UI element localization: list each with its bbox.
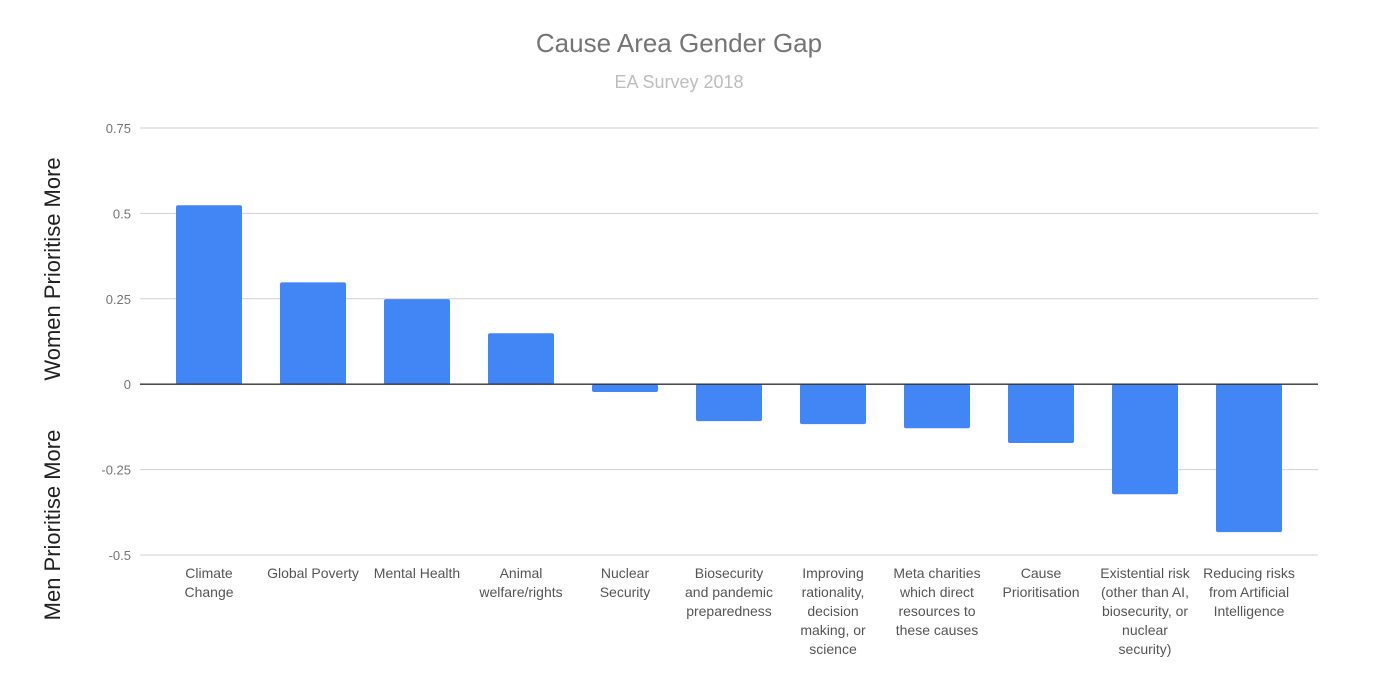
- bar: [1008, 384, 1074, 443]
- x-tick-label: from Artificial: [1209, 584, 1289, 600]
- x-tick-label: Reducing risks: [1203, 565, 1295, 581]
- bar: [592, 384, 658, 393]
- x-tick-label: Security: [600, 584, 651, 600]
- x-tick-label: Nuclear: [601, 565, 650, 581]
- bar: [280, 282, 346, 385]
- x-tick-label: Climate: [185, 565, 233, 581]
- y-tick-label: 0.75: [106, 121, 131, 136]
- y-tick-label: -0.5: [109, 548, 131, 563]
- x-tick-label: making, or: [800, 622, 866, 638]
- x-tick-label: Meta charities: [893, 565, 980, 581]
- x-tick-label: Mental Health: [374, 565, 460, 581]
- x-tick-label: which direct: [899, 584, 974, 600]
- x-tick-label: Change: [184, 584, 233, 600]
- y-tick-label: 0.5: [113, 206, 131, 221]
- bar: [488, 333, 554, 385]
- x-tick-label: Prioritisation: [1002, 584, 1079, 600]
- x-tick-label: preparedness: [686, 603, 772, 619]
- bar: [1112, 384, 1178, 495]
- chart-subtitle: EA Survey 2018: [614, 72, 743, 92]
- x-tick-label: Animal: [500, 565, 543, 581]
- y-tick-label: -0.25: [101, 463, 131, 478]
- y-tick-label: 0.25: [106, 292, 131, 307]
- y-axis-label-bottom: Men Prioritise More: [40, 430, 65, 621]
- x-tick-label: resources to: [898, 603, 975, 619]
- chart-title: Cause Area Gender Gap: [536, 28, 822, 58]
- x-tick-label: Biosecurity: [695, 565, 763, 581]
- x-tick-label: Cause: [1021, 565, 1062, 581]
- bar: [176, 205, 242, 385]
- x-tick-label: Intelligence: [1214, 603, 1285, 619]
- bar: [904, 384, 970, 429]
- x-tick-label: and pandemic: [685, 584, 773, 600]
- bar: [800, 384, 866, 425]
- bar: [1216, 384, 1282, 533]
- x-tick-label: (other than AI,: [1101, 584, 1189, 600]
- x-tick-label: Improving: [802, 565, 863, 581]
- x-tick-label: decision: [807, 603, 858, 619]
- x-tick-label: science: [809, 641, 857, 657]
- x-tick-label: nuclear: [1122, 622, 1168, 638]
- y-tick-label: 0: [124, 377, 131, 392]
- bar: [384, 299, 450, 385]
- bar: [696, 384, 762, 422]
- x-tick-label: Global Poverty: [267, 565, 359, 581]
- x-tick-label: rationality,: [802, 584, 865, 600]
- x-tick-label: security): [1119, 641, 1172, 657]
- x-tick-label: these causes: [896, 622, 979, 638]
- x-tick-label: Existential risk: [1100, 565, 1190, 581]
- x-tick-label: biosecurity, or: [1102, 603, 1188, 619]
- y-axis-label-top: Women Prioritise More: [40, 157, 65, 380]
- x-tick-label: welfare/rights: [478, 584, 562, 600]
